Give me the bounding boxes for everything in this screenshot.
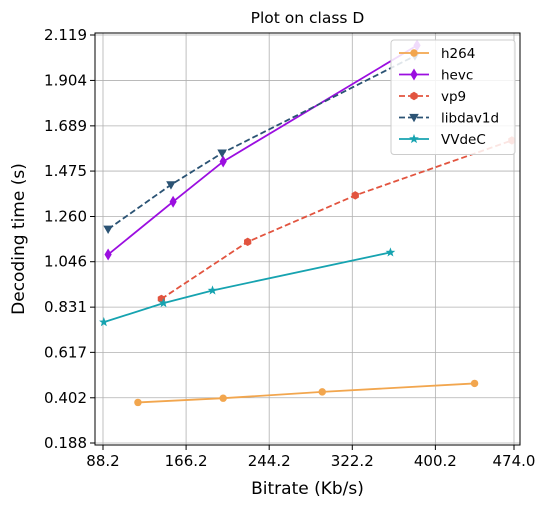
legend-marker [409,133,419,144]
ticks: 88.2 166.2 244.2 322.2 400.2 474.0 0.188 0.402 0… [44,26,535,470]
series-line [107,55,416,230]
data-point [351,191,359,200]
grid [95,33,520,445]
legend-label: hevc [441,68,473,84]
data-point [219,394,227,402]
y-tick-label: 0.402 [44,389,87,407]
y-tick-label: 1.904 [44,71,87,89]
data-point [134,398,142,407]
data-point [166,181,176,190]
legend-marker [410,68,418,81]
legend-label: h264 [441,46,475,62]
series-line [137,382,475,404]
y-axis-label: Decoding time (s) [9,163,29,315]
legend-item-vvdec: VVdeC [399,132,486,148]
data-point [219,155,227,168]
data-point [470,379,479,388]
y-tick-label: 2.119 [44,26,87,44]
x-tick-label: 166.2 [165,452,208,470]
x-tick-label: 322.2 [331,452,374,470]
legend-label: vp9 [441,89,466,105]
y-tick-label: 0.831 [44,298,87,316]
legend-marker [409,113,419,123]
x-tick-label: 88.2 [86,452,119,470]
legend-label: libdav1d [441,111,499,127]
series-h264 [134,379,479,407]
data-point [158,298,169,308]
series-line [160,139,513,300]
data-point [169,195,177,208]
y-tick-label: 1.046 [44,253,87,271]
x-tick-label: 244.2 [248,452,291,470]
legend: h264 hevc vp9 libdav1d VVdeC [390,39,516,155]
legend-box [390,39,516,155]
y-tick-label: 1.475 [44,162,87,180]
data-point [207,285,218,295]
legend-marker [410,49,418,57]
chart-title: Plot on class D [251,9,365,27]
data-point [318,388,326,396]
x-tick-label: 474.0 [493,452,536,470]
series-line [103,251,391,323]
data-point [103,225,113,234]
y-tick-label: 1.260 [44,207,87,225]
y-tick-label: 0.188 [44,434,87,452]
data-point [244,237,252,247]
y-tick-label: 0.617 [44,343,87,361]
x-axis-label: Bitrate (Kb/s) [251,479,364,499]
series-vvdec [99,247,396,327]
data-point [385,247,396,257]
legend-marker [410,91,418,101]
legend-item-vp9: vp9 [399,89,466,105]
data-point [217,149,227,158]
legend-item-h264: h264 [399,46,475,62]
legend-item-hevc: hevc [399,68,473,84]
legend-item-libdav1d: libdav1d [399,111,499,127]
data-point [99,317,109,327]
data-point [104,248,112,261]
x-tick-label: 400.2 [414,452,457,470]
plot-frame [94,32,521,446]
y-tick-label: 1.689 [44,117,87,135]
legend-label: VVdeC [441,132,486,148]
